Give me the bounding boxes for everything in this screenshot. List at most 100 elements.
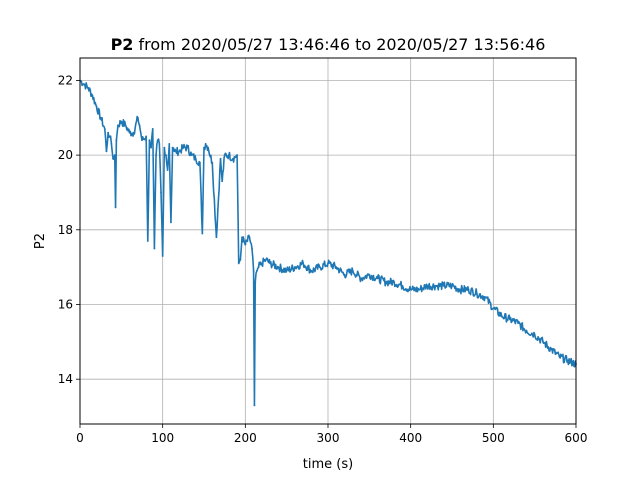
data-point	[426, 284, 429, 287]
y-axis-label: P2	[33, 233, 48, 249]
x-tick-label: 300	[317, 431, 340, 445]
data-point	[204, 142, 207, 145]
data-point	[475, 292, 478, 295]
data-point	[155, 154, 157, 157]
data-point	[120, 120, 123, 123]
data-point	[248, 236, 251, 239]
data-point	[145, 135, 148, 138]
x-tick-label: 500	[482, 431, 505, 445]
data-point	[103, 128, 106, 130]
ticks: 0 100 200 300 400 500 600 14 16 18 20 22	[58, 73, 588, 445]
data-point	[166, 169, 169, 171]
data-point	[254, 281, 257, 283]
data-point	[343, 273, 346, 276]
data-point	[492, 307, 495, 310]
data-point	[171, 146, 174, 149]
data-point	[203, 146, 205, 149]
data-point	[236, 154, 238, 157]
data-point	[239, 258, 242, 261]
data-point	[265, 258, 267, 261]
data-point	[244, 243, 247, 246]
data-point	[165, 154, 167, 157]
data-point	[232, 157, 234, 160]
data-point	[294, 266, 296, 269]
data-point	[533, 333, 536, 336]
data-point	[442, 284, 445, 287]
chart-title-rest: from 2020/05/27 13:46:46 to 2020/05/27 1…	[133, 35, 545, 54]
data-point	[550, 348, 553, 351]
data-point	[269, 262, 272, 265]
data-point	[252, 269, 255, 272]
x-tick-label: 100	[151, 431, 174, 445]
data-point	[150, 146, 152, 149]
data-point	[376, 277, 379, 280]
data-point	[87, 86, 90, 89]
data-point	[198, 161, 201, 164]
data-point	[151, 128, 154, 130]
data-point	[136, 116, 139, 119]
data-point	[237, 262, 240, 265]
data-point	[141, 139, 143, 142]
data-point	[211, 161, 214, 164]
data-point	[148, 139, 151, 142]
data-point	[256, 269, 258, 272]
data-point	[558, 355, 561, 358]
data-point	[156, 139, 159, 142]
data-point	[277, 266, 280, 269]
series-line-p2	[79, 79, 577, 407]
data-point	[434, 284, 437, 287]
data-point	[201, 232, 204, 235]
series-group	[79, 79, 577, 407]
chart-title-bold: P2	[111, 35, 134, 54]
data-point	[517, 322, 520, 325]
data-point	[173, 150, 176, 153]
data-point	[318, 266, 321, 269]
data-point	[186, 146, 189, 149]
data-point	[223, 154, 226, 157]
x-tick-label: 0	[76, 431, 84, 445]
data-point	[484, 296, 486, 298]
data-point	[257, 266, 260, 269]
data-point	[542, 340, 544, 343]
data-point	[459, 288, 462, 291]
data-point	[409, 288, 412, 291]
y-tick-label: 18	[58, 223, 73, 237]
data-point	[95, 105, 98, 108]
data-point	[525, 329, 528, 332]
data-point	[182, 146, 185, 149]
data-point	[107, 131, 110, 134]
data-point	[508, 318, 511, 321]
y-tick-label: 16	[58, 297, 73, 311]
data-point	[190, 154, 193, 157]
data-point	[113, 154, 116, 157]
chart-title: P2 from 2020/05/27 13:46:46 to 2020/05/2…	[111, 35, 546, 54]
data-point	[360, 277, 362, 280]
data-point	[170, 221, 172, 224]
data-point	[302, 262, 305, 265]
data-point	[207, 146, 210, 149]
data-point	[99, 116, 102, 119]
data-point	[351, 269, 354, 272]
data-point	[112, 157, 114, 160]
data-point	[174, 150, 177, 153]
data-point	[161, 255, 164, 257]
data-point	[114, 206, 117, 209]
data-point	[467, 288, 470, 291]
data-point	[105, 150, 108, 153]
data-point	[500, 314, 503, 317]
data-point	[110, 142, 113, 145]
grid	[79, 58, 577, 424]
data-point	[393, 281, 396, 283]
x-tick-label: 200	[234, 431, 257, 445]
data-point	[368, 273, 371, 276]
data-point	[146, 240, 149, 242]
data-point	[260, 262, 263, 265]
y-tick-label: 14	[58, 372, 73, 386]
data-point	[117, 124, 119, 127]
y-tick-label: 20	[58, 148, 73, 162]
data-point	[384, 281, 387, 283]
data-point	[153, 247, 156, 250]
